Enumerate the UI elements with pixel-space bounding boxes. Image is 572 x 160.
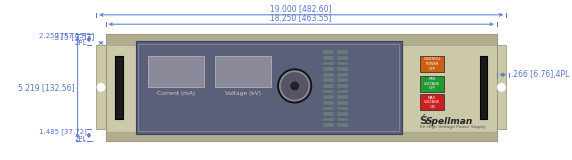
Circle shape — [498, 84, 505, 91]
Bar — [337, 112, 348, 116]
Bar — [323, 73, 334, 77]
Bar — [215, 56, 271, 87]
Bar — [337, 50, 348, 54]
Bar — [115, 56, 122, 119]
Circle shape — [281, 73, 308, 99]
Text: MIN
VOLTAGE
OFF: MIN VOLTAGE OFF — [424, 77, 440, 90]
Text: 5.219 [132.56]: 5.219 [132.56] — [18, 83, 75, 92]
Circle shape — [278, 69, 312, 103]
Bar — [337, 84, 348, 88]
Circle shape — [291, 82, 299, 90]
Bar — [323, 123, 334, 127]
Bar — [323, 62, 334, 65]
Text: Voltage (kV): Voltage (kV) — [225, 91, 261, 96]
Bar — [323, 50, 334, 54]
Bar — [148, 56, 204, 87]
Circle shape — [280, 71, 309, 101]
Bar — [337, 78, 348, 82]
Text: .266 [6.76],4PL: .266 [6.76],4PL — [511, 70, 569, 79]
Text: 2.250 [57.15]
2PL: 2.250 [57.15] 2PL — [39, 32, 87, 46]
Text: MAX
VOLTAGE
ON: MAX VOLTAGE ON — [424, 96, 440, 109]
Bar — [106, 34, 496, 45]
Bar — [337, 73, 348, 77]
Bar — [337, 118, 348, 121]
Bar — [323, 112, 334, 116]
Bar — [337, 101, 348, 105]
Bar — [420, 94, 444, 110]
Bar — [323, 101, 334, 105]
Text: 19.000 [482.60]: 19.000 [482.60] — [271, 4, 332, 13]
Bar — [96, 45, 106, 129]
Circle shape — [97, 84, 105, 91]
Bar — [337, 95, 348, 99]
Bar — [337, 56, 348, 60]
Text: Current (mA): Current (mA) — [157, 91, 195, 96]
Text: 1.485 [37.72]
2PL: 1.485 [37.72] 2PL — [39, 128, 87, 142]
Bar — [106, 34, 496, 141]
Bar — [337, 90, 348, 93]
Bar — [323, 118, 334, 121]
Bar — [420, 76, 444, 92]
Bar — [337, 67, 348, 71]
Bar — [337, 107, 348, 110]
Bar — [323, 95, 334, 99]
Bar — [106, 132, 496, 141]
Bar — [480, 56, 487, 119]
Bar — [323, 78, 334, 82]
Bar — [496, 45, 506, 129]
Bar — [323, 67, 334, 71]
Text: Ś: Ś — [419, 116, 427, 126]
Text: .375 [9.53]: .375 [9.53] — [52, 32, 94, 41]
Text: 18.250 [463.55]: 18.250 [463.55] — [271, 13, 332, 22]
Text: Spellman: Spellman — [426, 117, 473, 126]
Bar — [323, 56, 334, 60]
Text: kV High Voltage Power Supply: kV High Voltage Power Supply — [420, 125, 486, 129]
Bar — [323, 84, 334, 88]
Bar — [323, 107, 334, 110]
Bar — [136, 41, 402, 134]
Bar — [337, 123, 348, 127]
Bar — [138, 44, 399, 131]
Text: CONTROL
POWER
OFF: CONTROL POWER OFF — [423, 57, 441, 71]
Bar — [420, 56, 444, 72]
Bar — [323, 90, 334, 93]
Bar — [337, 62, 348, 65]
